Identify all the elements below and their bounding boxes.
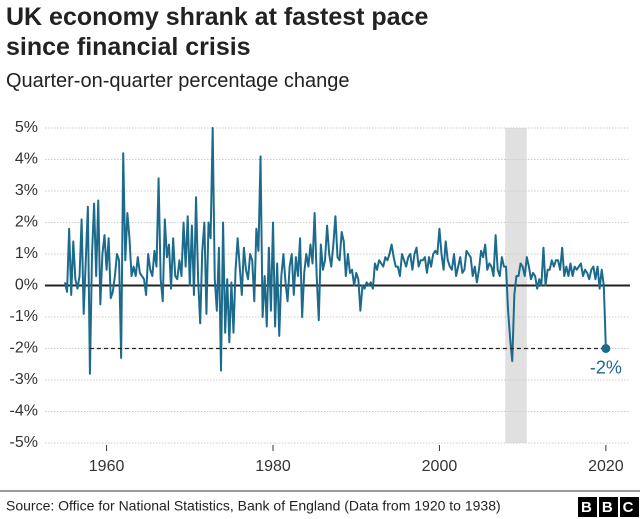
y-tick-label: -1% (10, 308, 38, 325)
x-tick-label: 2000 (422, 458, 458, 475)
last-point (601, 344, 611, 353)
logo-box (620, 497, 639, 517)
y-tick-label: 0% (15, 277, 38, 294)
chart-subtitle: Quarter-on-quarter percentage change (6, 70, 350, 92)
y-tick-label: -2% (10, 340, 38, 357)
x-tick-label: 1980 (255, 458, 291, 475)
y-tick-label: -5% (10, 434, 38, 451)
annotation: -2% (590, 357, 622, 377)
y-tick-label: 2% (15, 214, 38, 231)
logo: BBC (581, 499, 640, 516)
y-tick-label: -4% (10, 403, 38, 420)
y-tick-label: 5% (15, 119, 38, 136)
y-tick-label: -3% (10, 371, 38, 388)
chart-title: UK economy shrank at fastest pace since … (6, 3, 429, 61)
logo-box (599, 497, 618, 517)
x-tick-label: 1960 (89, 458, 125, 475)
y-tick-label: 1% (15, 245, 38, 262)
series-line (63, 127, 607, 375)
y-tick-label: 4% (15, 151, 38, 168)
source: Source: Office for National Statistics, … (6, 498, 501, 514)
logo-box (578, 497, 597, 517)
x-tick-label: 2020 (588, 458, 624, 475)
y-tick-label: 3% (15, 182, 38, 199)
